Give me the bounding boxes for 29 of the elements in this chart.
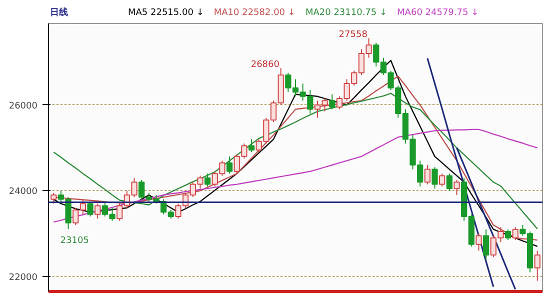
candlestick: [432, 166, 438, 190]
candlestick: [483, 228, 490, 260]
candlestick: [439, 173, 446, 187]
candlestick: [476, 233, 482, 252]
candlestick: [94, 203, 101, 220]
line-series: [53, 128, 538, 223]
chart-title: 日线: [50, 8, 68, 18]
candlestick: [424, 164, 430, 185]
annotation: 26860: [250, 60, 280, 70]
y-tick-label: 22000: [8, 272, 38, 283]
candlestick: [534, 250, 540, 282]
candlestick: [50, 192, 57, 204]
candlestick: [329, 94, 336, 110]
text: MA10 22582.00 ↓: [214, 8, 296, 18]
candlestick: [446, 173, 452, 192]
candlestick: [454, 180, 460, 196]
text: MA5 22515.00 ↓: [128, 8, 204, 18]
candlestick: [504, 228, 512, 241]
candlestick: [226, 156, 233, 174]
annotation: 23105: [60, 236, 89, 246]
y-tick-label: 24000: [8, 187, 38, 198]
text: MA20 23110.75 ↓: [305, 8, 388, 18]
line-series: [53, 92, 538, 230]
candlestick: [512, 226, 518, 241]
annotation: 27558: [338, 30, 368, 40]
candlestick: [204, 173, 211, 187]
text: MA60 24579.75 ↓: [397, 8, 479, 18]
y-tick-label: 26000: [8, 101, 38, 112]
candlestick: [248, 138, 255, 153]
